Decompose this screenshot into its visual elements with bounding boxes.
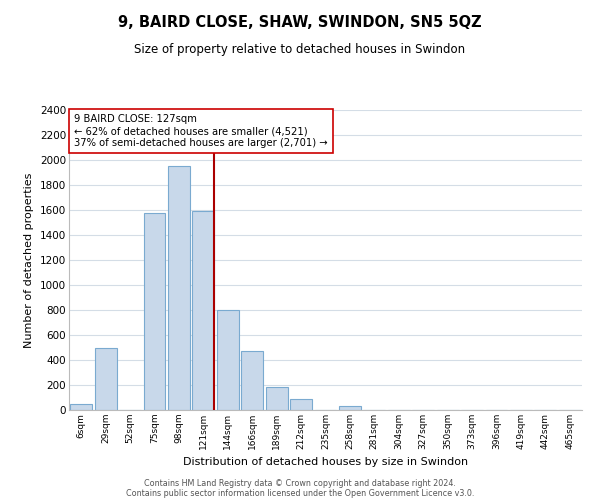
- Bar: [290, 399, 312, 410]
- Bar: [168, 166, 190, 410]
- X-axis label: Distribution of detached houses by size in Swindon: Distribution of detached houses by size …: [183, 458, 468, 468]
- Bar: [193, 211, 214, 410]
- Bar: [143, 212, 166, 410]
- Text: Size of property relative to detached houses in Swindon: Size of property relative to detached ho…: [134, 42, 466, 56]
- Text: 9, BAIRD CLOSE, SHAW, SWINDON, SN5 5QZ: 9, BAIRD CLOSE, SHAW, SWINDON, SN5 5QZ: [118, 15, 482, 30]
- Bar: [266, 387, 287, 410]
- Text: 9 BAIRD CLOSE: 127sqm
← 62% of detached houses are smaller (4,521)
37% of semi-d: 9 BAIRD CLOSE: 127sqm ← 62% of detached …: [74, 114, 328, 148]
- Text: Contains HM Land Registry data © Crown copyright and database right 2024.: Contains HM Land Registry data © Crown c…: [144, 478, 456, 488]
- Bar: [241, 351, 263, 410]
- Bar: [339, 406, 361, 410]
- Y-axis label: Number of detached properties: Number of detached properties: [25, 172, 34, 348]
- Text: Contains public sector information licensed under the Open Government Licence v3: Contains public sector information licen…: [126, 488, 474, 498]
- Bar: [217, 310, 239, 410]
- Bar: [95, 348, 116, 410]
- Bar: [70, 404, 92, 410]
